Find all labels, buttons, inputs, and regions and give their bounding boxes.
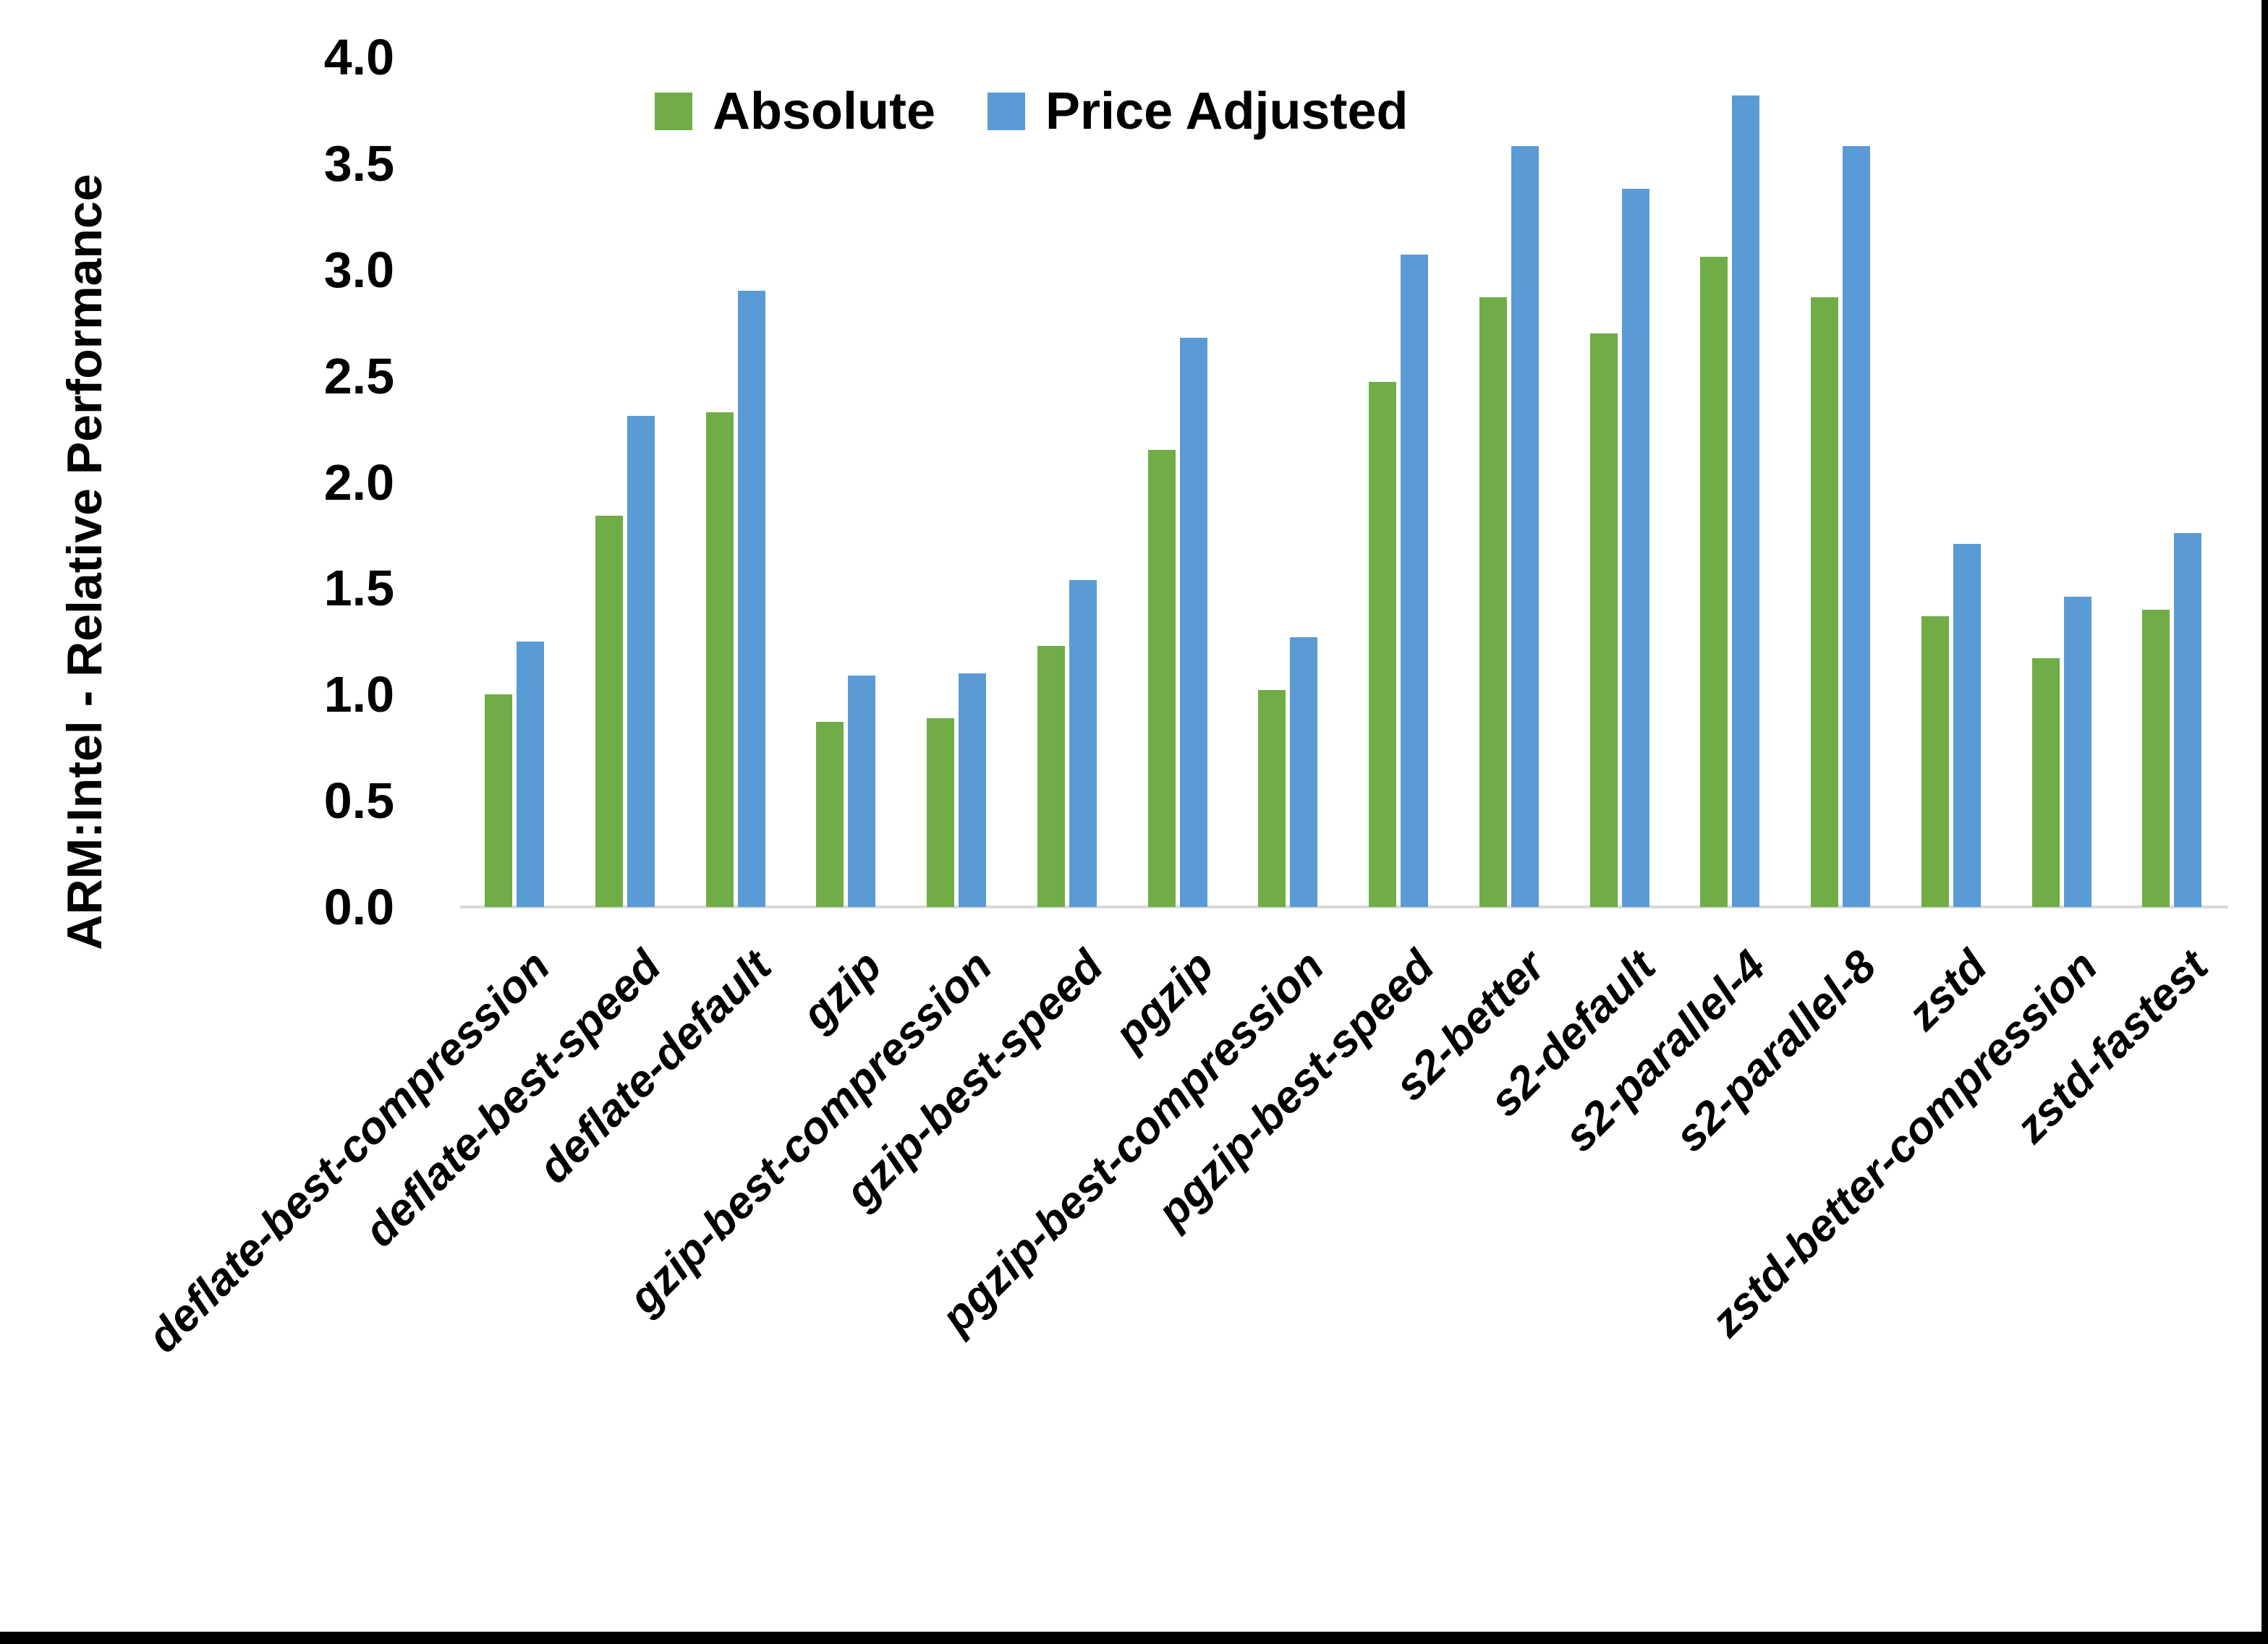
bar-absolute-pgzip-best-speed — [1369, 382, 1396, 907]
legend-label-absolute: Absolute — [713, 82, 936, 140]
y-tick-label: 4.0 — [323, 29, 394, 85]
y-tick-label: 1.5 — [323, 560, 394, 617]
x-category-label: deflate-best-compression — [138, 941, 560, 1363]
bar-absolute-gzip-best-speed — [1037, 646, 1065, 907]
bar-price-adjusted-gzip — [848, 676, 875, 907]
bar-price-adjusted-gzip-best-compression — [959, 673, 986, 907]
bar-price-adjusted-pgzip-best-speed — [1401, 255, 1428, 907]
bar-absolute-s2-better — [1479, 297, 1507, 907]
bar-absolute-deflate-default — [706, 412, 734, 907]
chart-legend: Absolute Price Adjusted — [655, 85, 1408, 137]
bar-price-adjusted-s2-better — [1511, 146, 1539, 907]
x-axis-line — [460, 906, 2228, 908]
bar-absolute-pgzip — [1148, 450, 1176, 907]
bar-absolute-s2-default — [1590, 333, 1618, 907]
y-axis-title: ARM:Intel - Relative Performance — [57, 174, 112, 950]
y-tick-label: 2.5 — [323, 347, 394, 404]
bar-absolute-zstd-better-compression — [2032, 658, 2060, 907]
y-tick-label: 1.0 — [323, 666, 394, 723]
bar-price-adjusted-s2-default — [1622, 189, 1649, 907]
x-category-label: zstd — [1898, 941, 1997, 1040]
y-tick-label: 2.0 — [323, 453, 394, 511]
bar-absolute-s2-parallel-4 — [1700, 257, 1728, 907]
bar-absolute-zstd-fastest — [2142, 610, 2170, 907]
bar-absolute-s2-parallel-8 — [1811, 297, 1838, 907]
bar-price-adjusted-zstd-fastest — [2174, 533, 2201, 907]
bar-absolute-pgzip-best-compression — [1258, 690, 1286, 907]
right-border — [2261, 0, 2268, 1644]
legend-swatch-absolute — [655, 93, 692, 130]
x-category-label: s2-parallel-8 — [1665, 941, 1886, 1162]
bottom-border — [0, 1632, 2268, 1644]
legend-label-price-adjusted: Price Adjusted — [1045, 82, 1409, 140]
bar-price-adjusted-deflate-best-speed — [627, 416, 655, 907]
y-tick-label: 3.5 — [323, 135, 394, 192]
y-tick-label: 0.0 — [323, 879, 394, 935]
bar-price-adjusted-deflate-default — [738, 291, 765, 907]
bar-price-adjusted-s2-parallel-8 — [1843, 146, 1870, 907]
bar-absolute-deflate-best-compression — [485, 694, 512, 907]
bar-price-adjusted-pgzip — [1180, 338, 1207, 907]
bar-price-adjusted-s2-parallel-4 — [1732, 95, 1759, 907]
bar-price-adjusted-deflate-best-compression — [517, 642, 544, 907]
legend-item-absolute: Absolute — [655, 85, 935, 137]
bar-absolute-deflate-best-speed — [595, 516, 623, 907]
bar-price-adjusted-zstd-better-compression — [2064, 597, 2091, 907]
bar-price-adjusted-gzip-best-speed — [1069, 580, 1097, 907]
y-tick-label: 3.0 — [323, 241, 394, 298]
bar-absolute-zstd — [1921, 616, 1949, 907]
bar-absolute-gzip — [816, 722, 844, 907]
bar-price-adjusted-pgzip-best-compression — [1290, 637, 1317, 907]
legend-item-price-adjusted: Price Adjusted — [988, 85, 1408, 137]
x-category-label: gzip — [792, 941, 892, 1040]
y-tick-label: 0.5 — [323, 772, 394, 830]
legend-swatch-price-adjusted — [988, 93, 1026, 130]
bar-absolute-gzip-best-compression — [927, 718, 954, 907]
bar-price-adjusted-zstd — [1953, 544, 1981, 907]
